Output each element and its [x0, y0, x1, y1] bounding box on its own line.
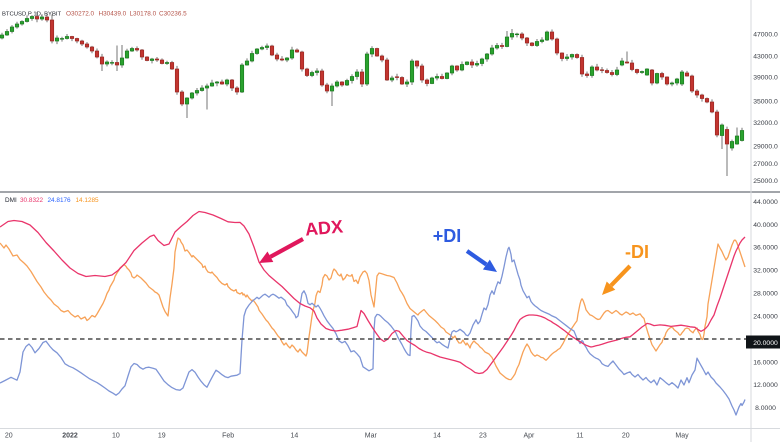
svg-text:Apr: Apr: [523, 432, 535, 439]
svg-text:32.0000: 32.0000: [753, 268, 778, 275]
svg-text:29000.0: 29000.0: [753, 143, 778, 150]
svg-text:30.8322: 30.8322: [20, 197, 44, 204]
svg-text:14.1285: 14.1285: [76, 197, 100, 204]
svg-text:36.0000: 36.0000: [753, 245, 778, 252]
svg-text:2022: 2022: [62, 432, 78, 439]
svg-text:-DI: -DI: [625, 242, 649, 262]
svg-text:12.0000: 12.0000: [753, 382, 778, 389]
svg-text:10: 10: [112, 432, 120, 439]
svg-text:Feb: Feb: [222, 432, 234, 439]
svg-text:C30236.5: C30236.5: [159, 10, 187, 17]
svg-text:32000.0: 32000.0: [753, 120, 778, 127]
svg-text:ADX: ADX: [304, 216, 344, 239]
svg-text:14: 14: [433, 432, 441, 439]
svg-text:40.0000: 40.0000: [753, 222, 778, 229]
svg-text:16.0000: 16.0000: [753, 359, 778, 366]
svg-text:Mar: Mar: [365, 432, 378, 439]
svg-text:H30439.0: H30439.0: [99, 10, 127, 17]
svg-text:23: 23: [479, 432, 487, 439]
svg-text:20: 20: [622, 432, 630, 439]
svg-text:O30272.0: O30272.0: [66, 10, 95, 17]
svg-text:DMI: DMI: [5, 197, 17, 204]
svg-text:24.0000: 24.0000: [753, 313, 778, 320]
svg-text:39000.0: 39000.0: [753, 74, 778, 81]
svg-text:11: 11: [576, 432, 583, 439]
svg-text:25000.0: 25000.0: [753, 178, 778, 185]
svg-text:+DI: +DI: [433, 226, 462, 246]
svg-text:8.0000: 8.0000: [755, 405, 776, 412]
svg-text:May: May: [675, 432, 689, 439]
svg-text:20: 20: [5, 432, 13, 439]
svg-text:19: 19: [158, 432, 166, 439]
svg-text:35000.0: 35000.0: [753, 98, 778, 105]
svg-text:28.0000: 28.0000: [753, 291, 778, 298]
svg-text:47000.0: 47000.0: [753, 31, 778, 38]
svg-text:27000.0: 27000.0: [753, 161, 778, 168]
svg-text:44.0000: 44.0000: [753, 199, 778, 206]
svg-text:43000.0: 43000.0: [753, 53, 778, 60]
svg-text:BTCUSD.P 1D, BYBIT: BTCUSD.P 1D, BYBIT: [2, 11, 62, 17]
svg-text:20.0000: 20.0000: [753, 340, 778, 347]
svg-text:14: 14: [291, 432, 299, 439]
svg-text:24.8176: 24.8176: [48, 197, 72, 204]
svg-text:L30178.0: L30178.0: [130, 10, 157, 17]
